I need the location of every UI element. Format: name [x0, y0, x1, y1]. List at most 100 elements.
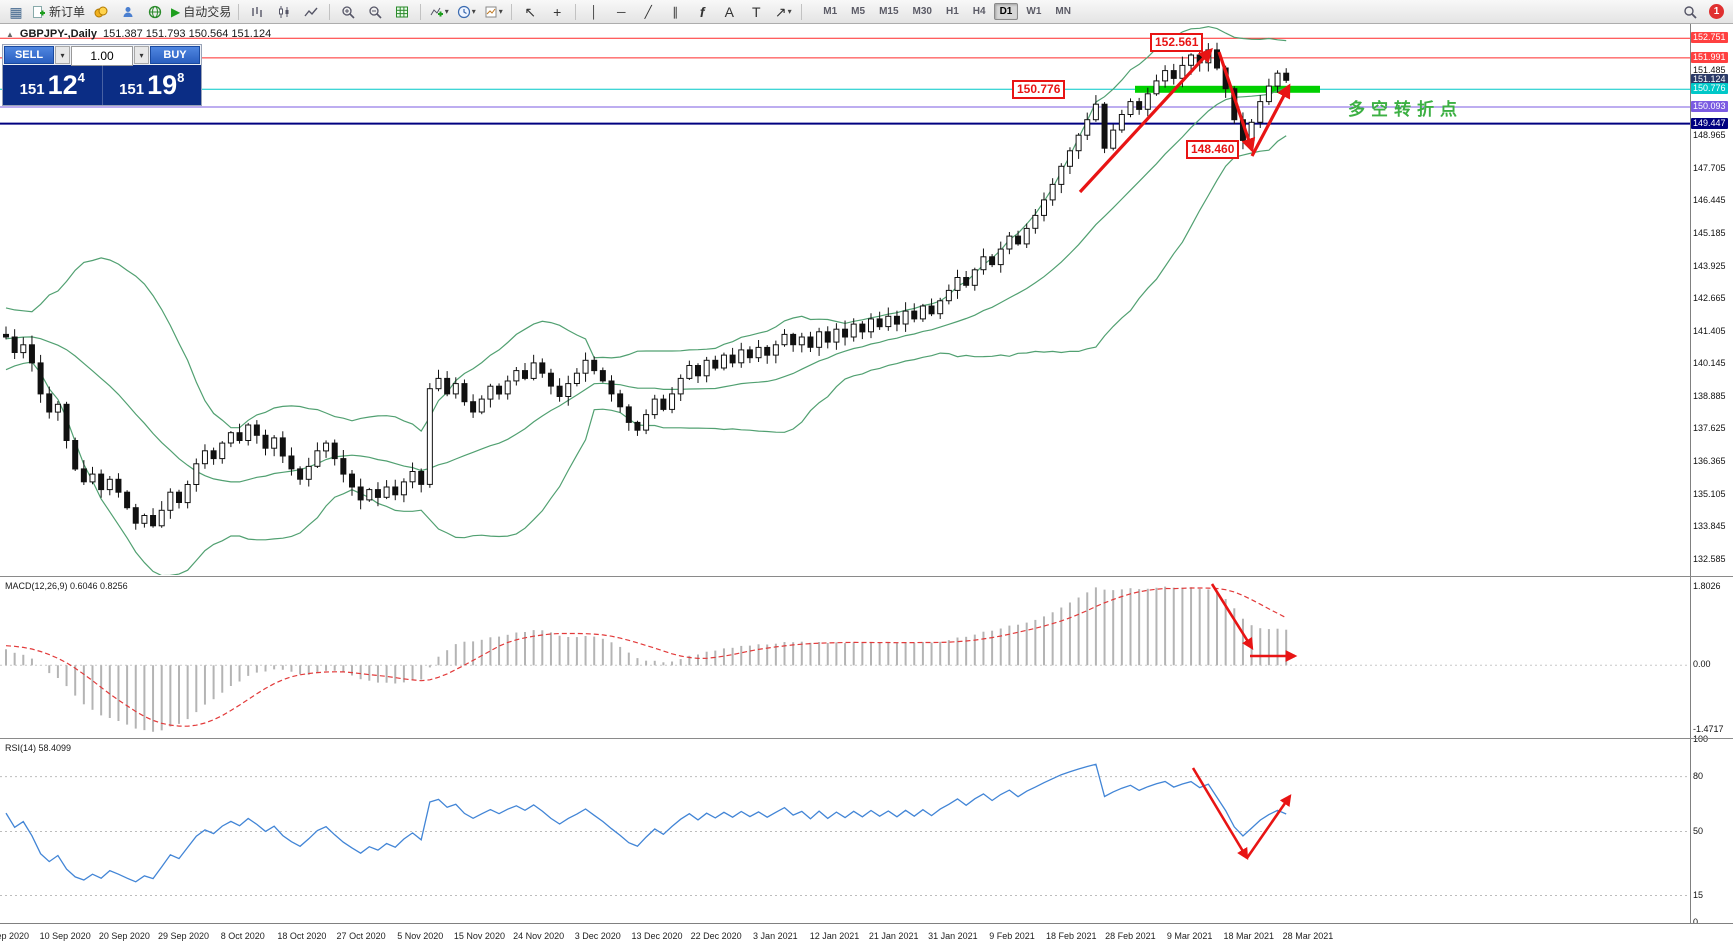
price-annotation-box[interactable]: 152.561 [1150, 33, 1204, 52]
timeframe-h4[interactable]: H4 [972, 6, 986, 17]
date-label: 10 Sep 2020 [39, 931, 91, 941]
annotation-arrow[interactable] [1217, 51, 1256, 153]
channel-tool[interactable]: ∥ [662, 2, 688, 22]
caret-down-icon: ▾ [444, 7, 449, 16]
date-label: 18 Mar 2021 [1223, 931, 1275, 941]
sell-button[interactable]: SELL [4, 46, 54, 64]
cursor-tool-button[interactable]: ↖ [517, 2, 543, 22]
axis-scale-label: 148.965 [1693, 130, 1726, 141]
price-axis[interactable]: 151.485 148.965 147.705 146.445 145.185 143.9… [1690, 24, 1733, 927]
candles-chart-icon[interactable] [271, 2, 297, 22]
search-icon [1684, 5, 1697, 19]
timeframe-h1[interactable]: H1 [945, 6, 959, 17]
price-annotation-box[interactable]: 148.460 [1186, 140, 1240, 159]
axis-scale-label: 135.105 [1693, 488, 1726, 499]
price-annotation-box[interactable]: 150.776 [1012, 80, 1066, 99]
candles [3, 42, 1290, 530]
sell-price-button[interactable]: 151 12 4 [3, 65, 103, 105]
chart-window-icon[interactable]: ▦ [3, 2, 29, 22]
vertical-line-tool[interactable]: │ [581, 2, 607, 22]
caret-down-icon: ▾ [471, 7, 476, 16]
date-label: 29 Sep 2020 [158, 931, 210, 941]
fibonacci-tool[interactable]: f [689, 2, 715, 22]
notification-badge[interactable]: 1 [1709, 4, 1724, 19]
grid-toggle-icon[interactable] [389, 2, 415, 22]
indicator-plus-glyph [430, 7, 443, 16]
date-label: 18 Feb 2021 [1045, 931, 1097, 941]
sell-options-caret-icon[interactable]: ▾ [55, 46, 70, 64]
templates-button[interactable]: ▾ [480, 2, 506, 22]
toolbar-separator [801, 3, 803, 20]
toolbar: ▦ 新订单 ▶ 自动交易 [0, 0, 1733, 24]
autotrading-button[interactable]: ▶ 自动交易 [169, 2, 233, 22]
bars-chart-icon[interactable] [244, 2, 270, 22]
date-label: 3 Jan 2021 [753, 931, 798, 941]
horizontal-line-tool[interactable]: ─ [608, 2, 634, 22]
axis-scale-label: -1.4717 [1693, 723, 1724, 734]
line-chart-icon[interactable] [298, 2, 324, 22]
community-icon[interactable] [142, 2, 168, 22]
date-label: 20 Sep 2020 [98, 931, 150, 941]
trendline-tool[interactable]: ╱ [635, 2, 661, 22]
timeframe-m15[interactable]: M15 [879, 6, 899, 17]
rsi-panel [0, 763, 1690, 897]
timeframe-m1[interactable]: M1 [823, 6, 838, 17]
magnifier-plus-glyph [342, 5, 355, 19]
annotation-arrow[interactable] [1191, 767, 1249, 861]
date-label: 27 Oct 2020 [336, 931, 386, 941]
timeframe-w1[interactable]: W1 [1026, 6, 1042, 17]
trend-arrows[interactable] [1078, 47, 1298, 861]
channel-icon: ∥ [672, 4, 679, 19]
coins-icon[interactable] [88, 2, 114, 22]
timeframe-d1[interactable]: D1 [993, 3, 1019, 20]
search-button[interactable] [1677, 2, 1703, 22]
annotation-arrow[interactable] [1250, 83, 1291, 157]
template-glyph [485, 6, 497, 17]
profile-icon[interactable] [115, 2, 141, 22]
periods-button[interactable]: ▾ [453, 2, 479, 22]
globe-glyph [148, 5, 162, 18]
text-tool[interactable]: A [716, 2, 742, 22]
axis-scale-label: 142.665 [1693, 293, 1726, 304]
axis-scale-label: 143.925 [1693, 260, 1726, 271]
annotation-note[interactable]: 多空转折点 [1348, 100, 1463, 119]
bars-glyph [252, 6, 262, 17]
date-label: 9 Mar 2021 [1166, 931, 1213, 941]
cursor-icon: ↖ [524, 3, 537, 20]
zoom-in-icon[interactable] [335, 2, 361, 22]
date-label: 28 Mar 2021 [1282, 931, 1334, 941]
annotation-arrow[interactable] [1245, 794, 1292, 859]
timeframe-m5[interactable]: M5 [851, 6, 866, 17]
one-click-panel-toggle[interactable]: ▲ [6, 29, 14, 39]
axis-scale-label: 1.8026 [1693, 580, 1721, 591]
bollinger-lower [5, 135, 1287, 575]
annotation-arrow[interactable] [1210, 583, 1254, 650]
chart-header: ▲ GBPJPY-,Daily 151.387 151.793 150.564 … [6, 28, 271, 40]
volume-input[interactable] [71, 46, 133, 66]
buy-button[interactable]: BUY [150, 46, 200, 64]
clock-glyph [457, 5, 470, 18]
zoom-out-icon[interactable] [362, 2, 388, 22]
order-controls-row: SELL ▾ ▾ BUY [3, 45, 201, 66]
arrows-tool-button[interactable]: ↗ ▾ [770, 2, 796, 22]
panel-splitter[interactable] [0, 738, 1733, 739]
buy-options-caret-icon[interactable]: ▾ [134, 46, 149, 64]
axis-scale-label: 15 [1693, 889, 1704, 900]
indicators-button[interactable]: ▾ [426, 2, 452, 22]
axis-scale-label: 80 [1693, 770, 1704, 781]
timeframe-m30[interactable]: M30 [912, 6, 932, 17]
new-order-button[interactable]: 新订单 [30, 2, 87, 22]
crosshair-tool-button[interactable]: + [544, 2, 570, 22]
timeframe-mn[interactable]: MN [1055, 6, 1071, 17]
axis-scale-label: 146.445 [1693, 195, 1726, 206]
annotation-arrow[interactable] [1078, 47, 1213, 194]
bid-point: 4 [77, 70, 85, 85]
caret-down-icon: ▾ [498, 7, 503, 16]
support-zone-bar[interactable] [1135, 85, 1320, 93]
person-glyph [123, 6, 133, 17]
text-label-tool[interactable]: T [743, 2, 769, 22]
panel-splitter[interactable] [0, 576, 1733, 577]
date-axis[interactable]: 1 Sep 2020 10 Sep 2020 20 Sep 2020 29 Sep 2… [0, 923, 1733, 949]
buy-price-button[interactable]: 151 19 8 [103, 65, 202, 105]
